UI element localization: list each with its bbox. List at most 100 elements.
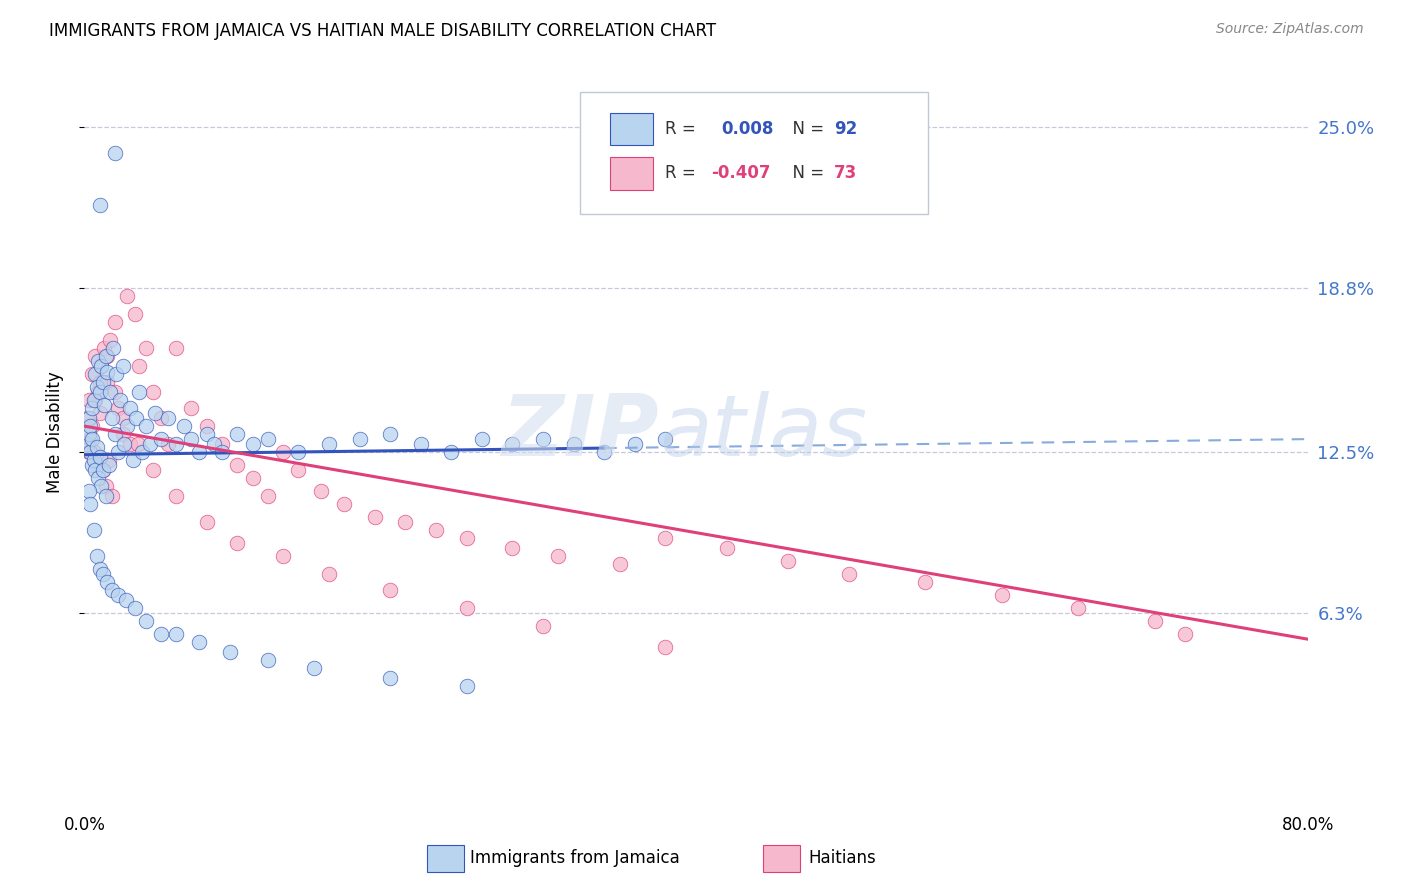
Point [173, 419, 195, 434]
Point [380, 582, 402, 597]
Point [86, 549, 108, 563]
Point [107, 588, 129, 602]
Point [97, 458, 120, 472]
Point [84, 463, 107, 477]
Point [143, 406, 166, 420]
Point [96, 574, 118, 589]
Point [271, 445, 294, 459]
Point [562, 437, 585, 451]
Point [180, 401, 202, 415]
Point [115, 419, 138, 434]
Point [91, 567, 114, 582]
Point [86, 380, 108, 394]
Point [991, 588, 1014, 602]
Point [654, 531, 676, 545]
Point [311, 484, 333, 499]
Point [127, 437, 149, 451]
Point [142, 463, 165, 477]
Point [93, 398, 115, 412]
Point [104, 426, 127, 441]
FancyBboxPatch shape [763, 845, 800, 871]
Point [94, 479, 117, 493]
Point [90, 359, 112, 374]
Point [776, 554, 799, 568]
Text: IMMIGRANTS FROM JAMAICA VS HAITIAN MALE DISABILITY CORRELATION CHART: IMMIGRANTS FROM JAMAICA VS HAITIAN MALE … [49, 22, 716, 40]
Point [122, 453, 145, 467]
Point [83, 523, 105, 537]
Point [96, 375, 118, 389]
Point [502, 437, 524, 451]
Point [287, 445, 309, 459]
Point [188, 445, 211, 459]
Point [157, 411, 180, 425]
Point [425, 523, 447, 537]
Point [105, 367, 128, 381]
Point [114, 593, 136, 607]
Point [111, 359, 134, 374]
Point [125, 411, 148, 425]
Point [83, 445, 105, 459]
Point [77, 445, 100, 459]
Point [89, 406, 111, 420]
Text: atlas: atlas [659, 391, 868, 475]
Point [471, 432, 494, 446]
Point [87, 385, 110, 400]
Point [79, 497, 101, 511]
Point [287, 463, 309, 477]
Point [456, 601, 478, 615]
Point [188, 634, 211, 648]
Point [112, 437, 135, 451]
Point [89, 385, 111, 400]
Point [165, 437, 187, 451]
Text: N =: N = [782, 120, 830, 138]
Point [94, 489, 117, 503]
Point [111, 411, 134, 425]
Point [202, 437, 225, 451]
Point [80, 458, 103, 472]
Point [91, 375, 114, 389]
Point [456, 679, 478, 693]
Point [394, 515, 416, 529]
Point [135, 614, 157, 628]
Point [128, 385, 150, 400]
Text: 0.008: 0.008 [721, 120, 775, 138]
Point [93, 341, 115, 355]
Point [87, 471, 110, 485]
Text: R =: R = [665, 164, 702, 183]
Point [76, 437, 98, 451]
Text: 73: 73 [834, 164, 858, 183]
Point [107, 445, 129, 459]
FancyBboxPatch shape [610, 157, 654, 190]
Text: Immigrants from Jamaica: Immigrants from Jamaica [470, 849, 679, 867]
Point [1067, 601, 1090, 615]
Point [90, 479, 112, 493]
Point [98, 334, 121, 348]
Point [104, 315, 127, 329]
Point [180, 432, 202, 446]
Point [440, 445, 463, 459]
Point [149, 627, 172, 641]
Text: Source: ZipAtlas.com: Source: ZipAtlas.com [1216, 22, 1364, 37]
Point [257, 489, 280, 503]
Point [79, 419, 101, 434]
Point [96, 349, 118, 363]
Point [226, 426, 249, 441]
Point [104, 385, 127, 400]
Point [80, 401, 103, 415]
Point [103, 341, 125, 355]
Text: -0.407: -0.407 [710, 164, 770, 183]
Point [97, 453, 120, 467]
Point [115, 289, 138, 303]
Point [96, 365, 118, 379]
Point [257, 653, 280, 667]
Point [318, 567, 340, 582]
Point [165, 341, 187, 355]
Point [624, 437, 647, 451]
Point [226, 458, 249, 472]
Point [83, 453, 105, 467]
Text: ZIP: ZIP [502, 391, 659, 475]
Point [77, 426, 100, 441]
Point [77, 411, 100, 425]
Text: Haitians: Haitians [808, 849, 876, 867]
Point [83, 393, 105, 408]
